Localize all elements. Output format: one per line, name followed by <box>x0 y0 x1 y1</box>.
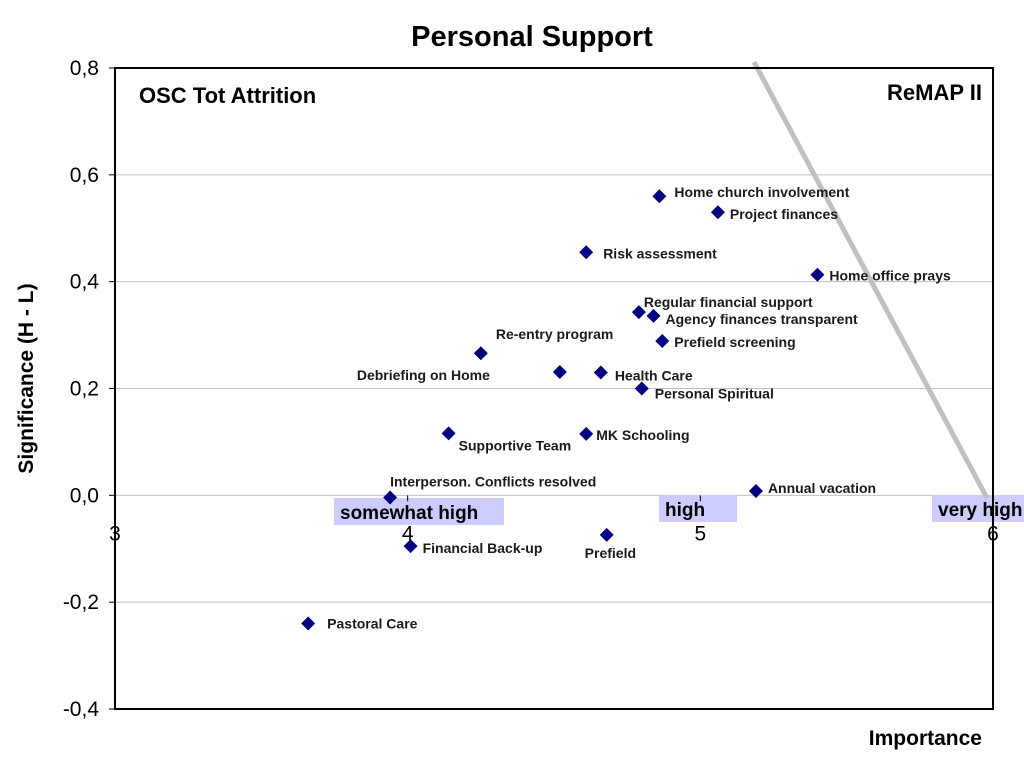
data-point-label: Pastoral Care <box>327 616 417 632</box>
data-point-label: Personal Spiritual <box>655 386 774 402</box>
data-point-label: Home church involvement <box>674 184 849 200</box>
y-tick-label: 0,6 <box>70 164 99 187</box>
band-box <box>334 498 504 525</box>
data-point-label: Prefield screening <box>674 334 795 350</box>
plot-frame <box>114 67 994 710</box>
y-tick-label: 0,0 <box>70 484 99 507</box>
data-point-marker <box>403 539 418 554</box>
y-tick-label: -0,4 <box>63 698 100 721</box>
data-point-marker <box>748 484 763 499</box>
band-box <box>932 495 1024 522</box>
data-point-label: Supportive Team <box>459 437 572 453</box>
band-label: somewhat high <box>340 503 478 524</box>
band-label: very high <box>938 500 1022 521</box>
very-high-divider-line <box>751 60 990 500</box>
data-point-marker <box>383 490 398 505</box>
data-point-marker <box>634 381 649 396</box>
y-ticks: -0,4 -0,2 0,0 0,2 0,4 0,6 0,8 <box>63 57 115 721</box>
corner-label-right: ReMAP II <box>887 80 982 105</box>
data-point-marker <box>710 205 725 220</box>
data-point-label: Health Care <box>615 367 693 383</box>
data-point-marker <box>593 365 608 380</box>
data-point-marker <box>599 527 614 542</box>
data-point-label: Project finances <box>730 206 838 222</box>
data-point-marker <box>631 305 646 320</box>
data-point-marker <box>579 426 594 441</box>
x-tick-label: 5 <box>694 522 706 545</box>
data-point-marker <box>655 333 670 348</box>
corner-label-left: OSC Tot Attrition <box>139 83 316 108</box>
data-point-label: Prefield <box>585 545 636 561</box>
data-point-label: Re-entry program <box>496 326 613 342</box>
data-points: Home church involvement Project finances R… <box>301 184 951 632</box>
x-axis-label: Importance <box>869 727 982 750</box>
y-axis-label: Significance (H - L) <box>15 283 38 473</box>
band-box <box>659 495 737 522</box>
grid <box>115 67 993 710</box>
data-point-label: MK Schooling <box>596 427 689 443</box>
data-point-label: Home office prays <box>829 268 951 284</box>
data-point-label: Interperson. Conflicts resolved <box>390 473 596 489</box>
y-tick-label: 0,8 <box>70 57 99 80</box>
data-point-label: Debriefing on Home <box>357 367 490 383</box>
y-tick-label: 0,2 <box>70 378 99 401</box>
chart-title: Personal Support <box>411 21 653 53</box>
data-point-label: Regular financial support <box>644 294 813 310</box>
data-point-label: Annual vacation <box>768 480 876 496</box>
data-point-marker <box>652 189 667 204</box>
data-point-marker <box>810 267 825 282</box>
data-point-marker <box>552 364 567 379</box>
y-tick-label: 0,4 <box>70 271 100 294</box>
data-point-marker <box>579 245 594 260</box>
data-point-marker <box>301 616 316 631</box>
y-tick-label: -0,2 <box>63 591 99 614</box>
importance-bands: somewhat high high very high <box>334 495 1024 525</box>
data-point-label: Agency finances transparent <box>666 311 859 327</box>
data-point-label: Financial Back-up <box>423 540 543 556</box>
data-point-marker <box>473 346 488 361</box>
data-point-label: Risk assessment <box>603 245 717 261</box>
data-point-marker <box>441 426 456 441</box>
band-label: high <box>665 500 705 521</box>
data-point-marker <box>646 308 661 323</box>
